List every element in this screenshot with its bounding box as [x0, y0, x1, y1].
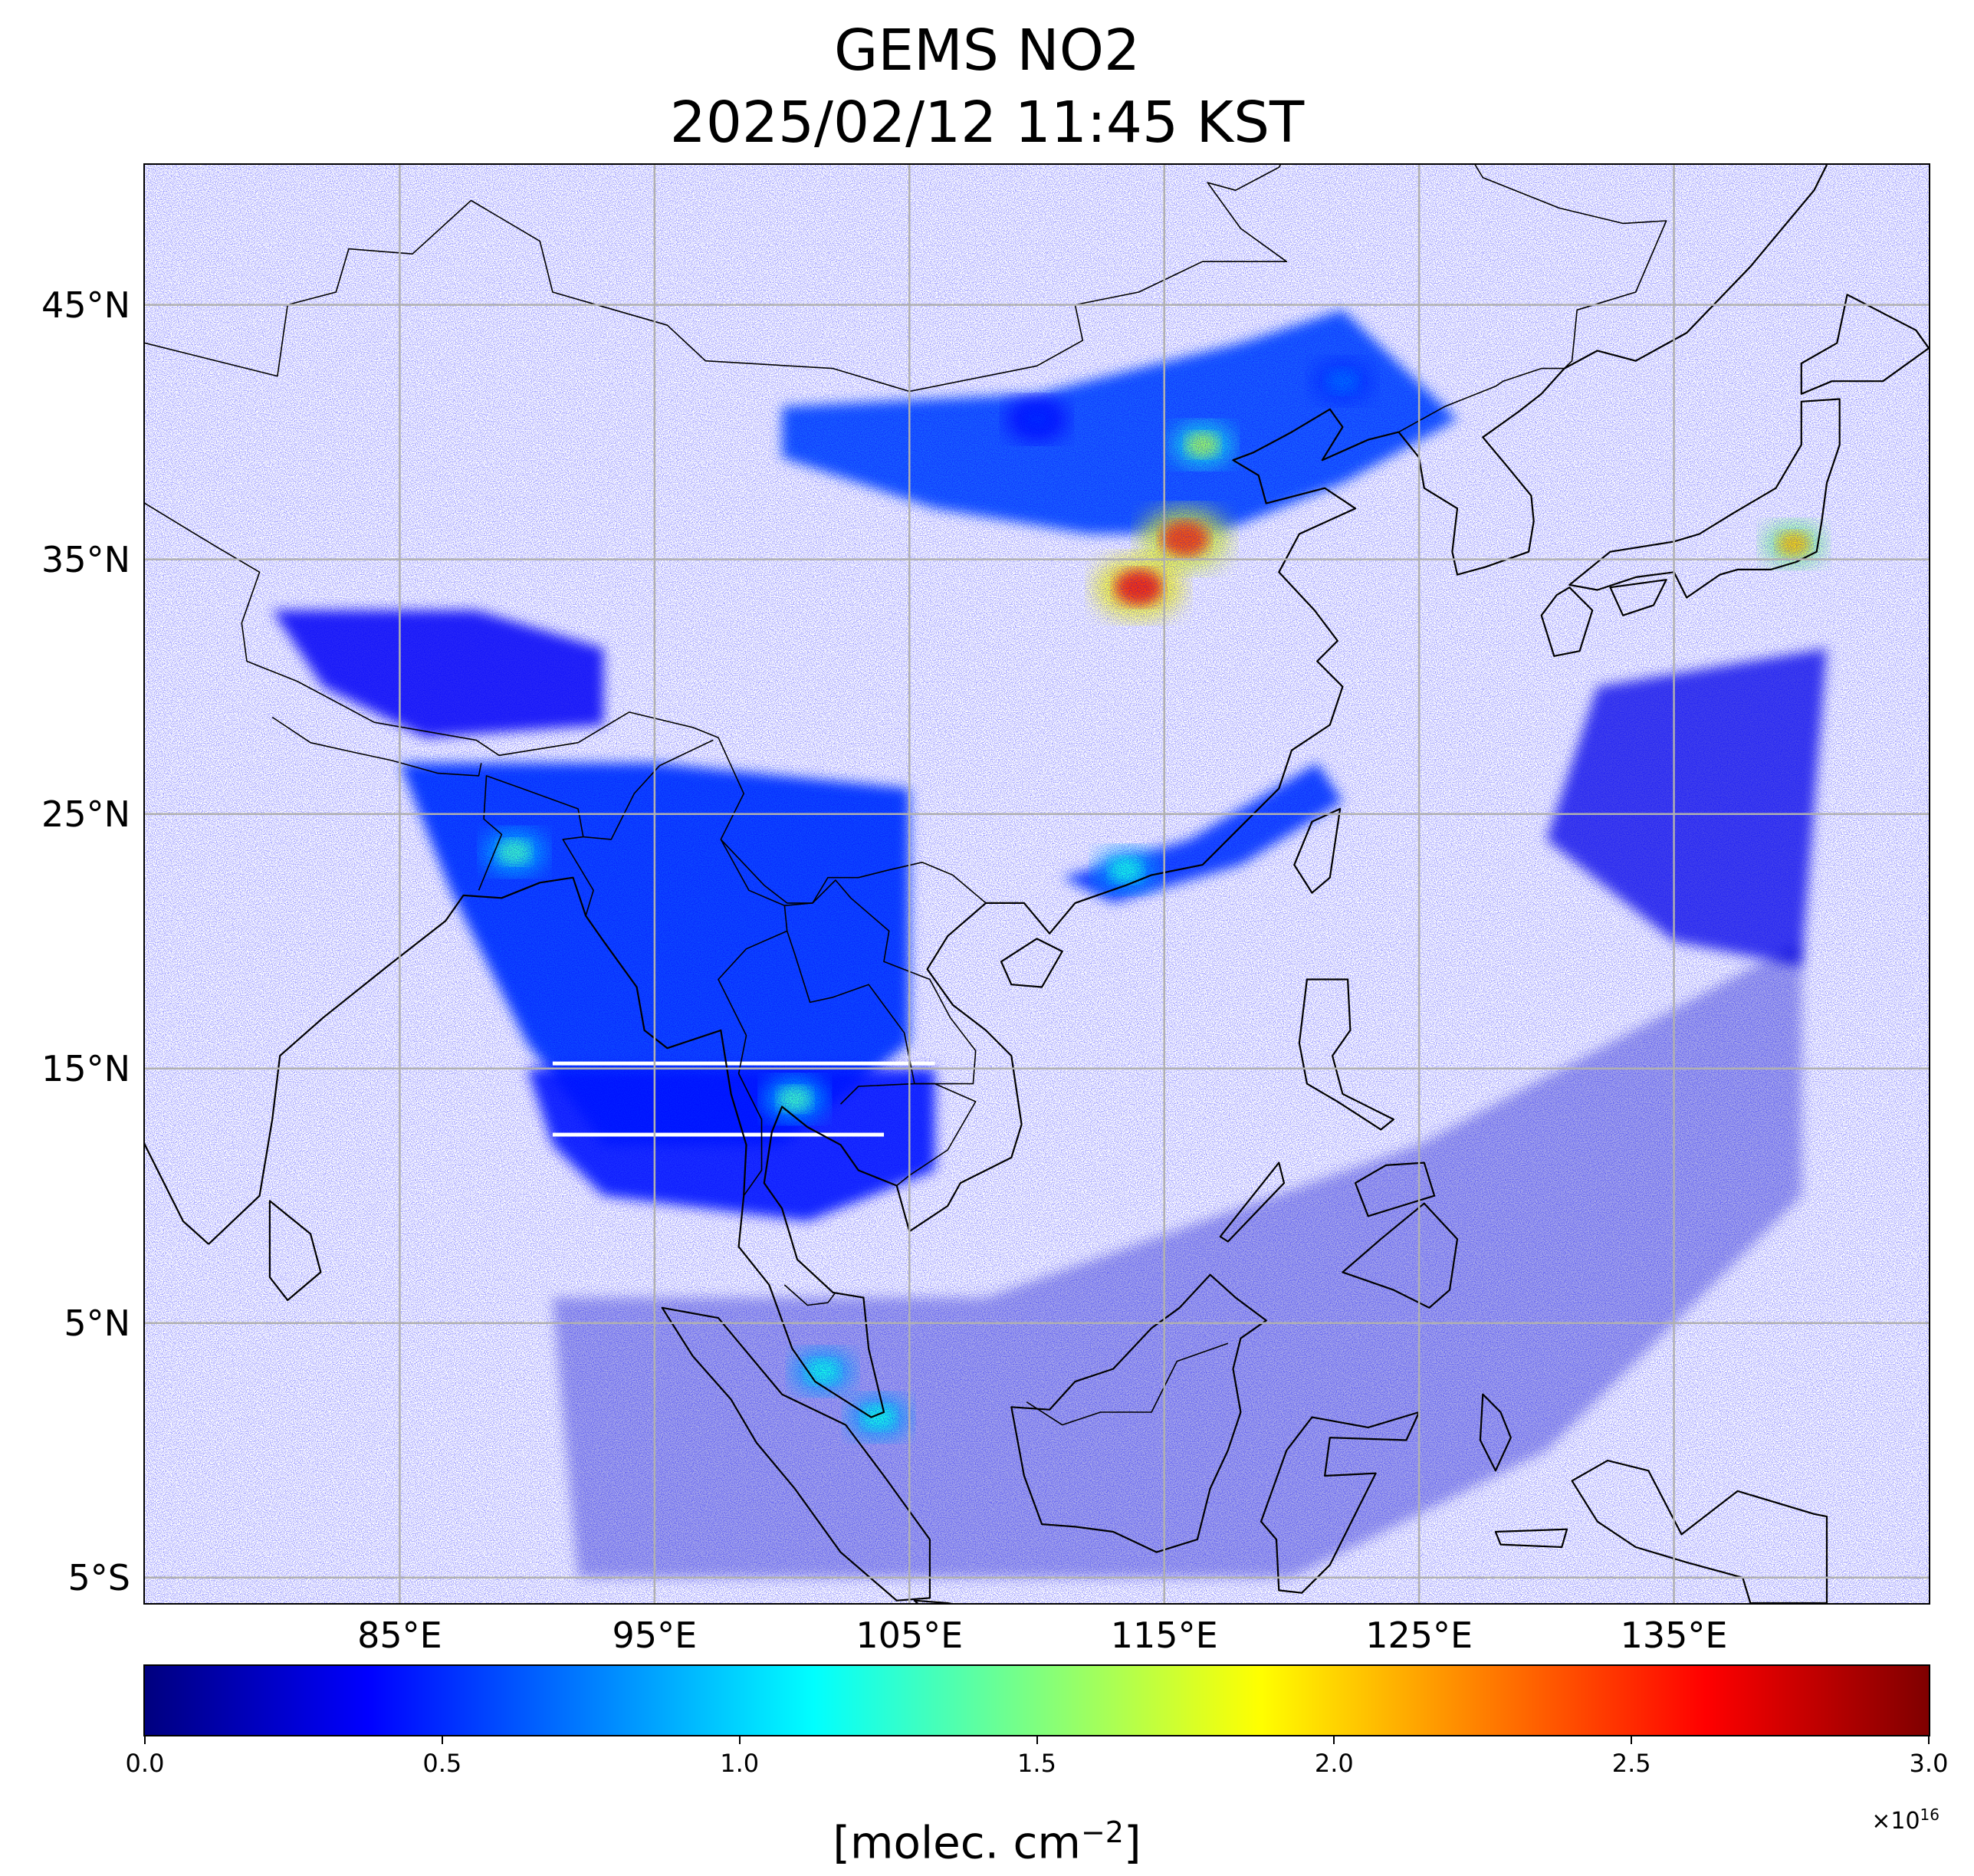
lat-tick-label: 45°N [41, 284, 130, 326]
coast-india-west [145, 877, 209, 1245]
lon-tick-label: 115°E [1110, 1615, 1218, 1656]
lon-tick-label: 135°E [1620, 1615, 1728, 1656]
colorbar-tick-label: 1.5 [1017, 1749, 1056, 1778]
border-china-russia-ne [1278, 165, 1667, 370]
lat-tick-label: 35°N [41, 538, 130, 580]
lat-tick-label: 25°N [41, 793, 130, 835]
border-bangladesh [478, 775, 594, 916]
border-borneo-kalimantan [1026, 1342, 1229, 1426]
colorbar-unit-suffix: ] [1123, 1816, 1141, 1869]
coast-hokkaido [1800, 294, 1929, 395]
lat-tick-label: 15°N [41, 1047, 130, 1089]
colorbar-tick [144, 1736, 146, 1744]
coast-halmahera [1479, 1393, 1512, 1472]
border-kazakh [145, 199, 472, 377]
lon-tick-label: 125°E [1365, 1615, 1473, 1656]
border-cambodia [839, 1083, 977, 1187]
coast-taiwan [1293, 807, 1342, 894]
colorbar-tick-label: 2.5 [1611, 1749, 1651, 1778]
colorbar-exponent: ×1016 [1871, 1802, 1940, 1835]
chart-subtitle-datetime: 2025/02/12 11:45 KST [669, 90, 1305, 156]
colorbar-tick [441, 1736, 443, 1744]
border-china-mongolia [471, 166, 1288, 393]
coast-palawan [1219, 1161, 1286, 1243]
coast-mindanao [1342, 1202, 1459, 1309]
coast-borneo [1010, 1273, 1267, 1553]
colorbar-tick [738, 1736, 741, 1744]
lon-tick-label: 95°E [612, 1615, 698, 1656]
colorbar-tick-label: 1.0 [720, 1749, 760, 1778]
lon-tick-label: 105°E [856, 1615, 964, 1656]
coast-japan-kyushu [1540, 586, 1594, 657]
coast-sulawesi [1260, 1411, 1421, 1594]
colorbar-exponent-prefix: ×10 [1871, 1808, 1920, 1835]
coast-japan-shikoku [1609, 579, 1667, 616]
map-panel[interactable] [143, 163, 1930, 1605]
colorbar-tick [1631, 1736, 1633, 1744]
colorbar-tick-label: 0.5 [422, 1749, 462, 1778]
lat-tick-label: 5°N [64, 1302, 130, 1344]
coast-sri-lanka [268, 1200, 322, 1302]
colorbar-unit-exponent: −2 [1080, 1815, 1124, 1849]
lat-tick-label: 5°S [67, 1556, 130, 1598]
chart-title: GEMS NO2 [833, 18, 1141, 84]
colorbar-tick-label: 0.0 [125, 1749, 165, 1778]
colorbar-tick-label: 2.0 [1314, 1749, 1354, 1778]
coast-korea [1398, 367, 1565, 576]
colorbar-tick [1928, 1736, 1930, 1744]
gridlines [145, 165, 1929, 1603]
coast-luzon [1298, 978, 1395, 1131]
colorbar-unit-label: [molec. cm−2] [0, 1808, 1974, 1867]
border-laos [784, 879, 977, 1085]
border-myanmar-india [583, 739, 714, 840]
lon-tick-label: 85°E [357, 1615, 442, 1656]
colorbar-tick-label: 3.0 [1909, 1749, 1949, 1778]
coast-hainan [1000, 938, 1063, 988]
border-india-nepal [271, 716, 482, 777]
colorbar-exponent-power: 16 [1920, 1805, 1940, 1824]
border-myanmar-thai [718, 839, 788, 1197]
colorbar-unit-prefix: [molec. cm [833, 1816, 1081, 1869]
coast-sumatra [661, 1306, 931, 1602]
coast-russia [1564, 165, 1828, 370]
no2-map [145, 165, 1929, 1603]
coast-seram [1494, 1528, 1568, 1549]
border-china-west [145, 412, 987, 904]
no2-field [145, 165, 1929, 1603]
border-china-korea [1398, 367, 1565, 433]
coast-japan-honshu [1568, 398, 1841, 599]
colorbar-tick [1036, 1736, 1038, 1744]
coast-visayas [1354, 1161, 1436, 1217]
retrieval-noise [145, 165, 1929, 1603]
colorbar-tick [1333, 1736, 1335, 1744]
border-malaysia-thai [783, 1284, 836, 1306]
colorbar [143, 1664, 1930, 1736]
